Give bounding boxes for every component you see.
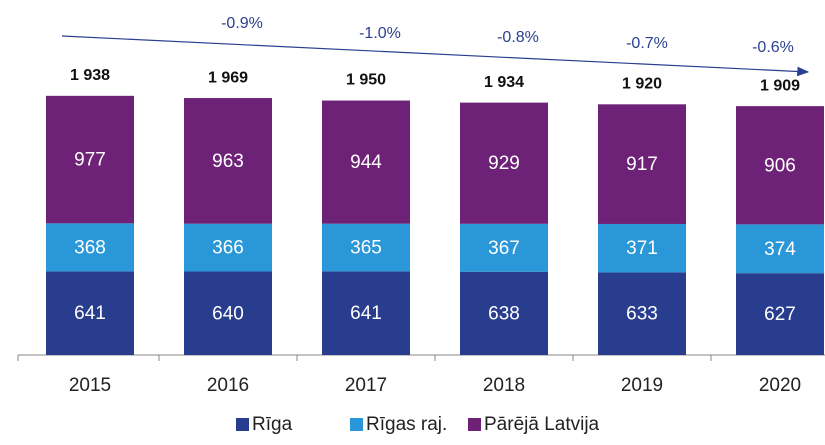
segment-label: 638 — [488, 303, 520, 324]
total-label: 1 909 — [760, 77, 800, 94]
bar-segment — [184, 223, 272, 272]
segment-label: 640 — [212, 303, 244, 324]
segment-label: 641 — [74, 303, 106, 324]
bar-segment — [736, 224, 824, 274]
legend-label: Rīga — [252, 414, 293, 435]
legend-label: Pārējā Latvija — [484, 414, 600, 435]
x-tick-label: 2017 — [345, 375, 387, 396]
trend-arrow — [61, 35, 810, 77]
legend-swatch — [236, 418, 249, 431]
segment-label: 906 — [764, 155, 796, 176]
segment-label: 368 — [74, 237, 106, 258]
bar-segment — [184, 98, 272, 224]
segment-label: 371 — [626, 238, 658, 259]
segment-label: 365 — [350, 238, 382, 259]
change-label: -1.0% — [359, 25, 401, 42]
bar-segment — [322, 271, 410, 355]
bar-segment — [736, 106, 824, 225]
legend-swatch — [468, 418, 481, 431]
change-label: -0.6% — [752, 39, 794, 56]
bar-segment — [46, 223, 134, 272]
x-tick-label: 2018 — [483, 375, 525, 396]
segment-label: 963 — [212, 151, 244, 172]
change-label: -0.9% — [221, 15, 263, 32]
bar-segment — [598, 272, 686, 355]
segment-label: 627 — [764, 304, 796, 325]
segment-label: 366 — [212, 238, 244, 259]
bar-segment — [736, 273, 824, 355]
segment-label: 633 — [626, 304, 658, 325]
total-label: 1 938 — [70, 67, 110, 84]
bar-segment — [598, 104, 686, 224]
bar-segment — [322, 100, 410, 224]
legend-label: Rīgas raj. — [366, 414, 447, 435]
total-label: 1 950 — [346, 72, 386, 89]
change-label: -0.8% — [497, 29, 539, 46]
bar-segment — [460, 223, 548, 272]
total-label: 1 920 — [622, 76, 662, 93]
bar-segment — [184, 271, 272, 355]
segment-label: 374 — [764, 239, 796, 260]
segment-label: 367 — [488, 238, 520, 259]
total-label: 1 969 — [208, 69, 248, 86]
x-tick-label: 2016 — [207, 375, 249, 396]
segment-label: 944 — [350, 152, 382, 173]
bar-segment — [322, 223, 410, 272]
segment-label: 917 — [626, 154, 658, 175]
legend-swatch — [350, 418, 363, 431]
bar-segment — [460, 271, 548, 355]
bar-segment — [46, 95, 134, 224]
x-tick-label: 2019 — [621, 375, 663, 396]
segment-label: 641 — [350, 303, 382, 324]
total-label: 1 934 — [484, 74, 524, 91]
bar-segment — [598, 223, 686, 273]
x-tick-label: 2015 — [69, 375, 111, 396]
segment-label: 929 — [488, 153, 520, 174]
segment-label: 977 — [74, 150, 106, 171]
bar-segment — [460, 102, 548, 224]
bar-segment — [46, 271, 134, 355]
change-label: -0.7% — [626, 35, 668, 52]
x-tick-label: 2020 — [759, 375, 801, 396]
